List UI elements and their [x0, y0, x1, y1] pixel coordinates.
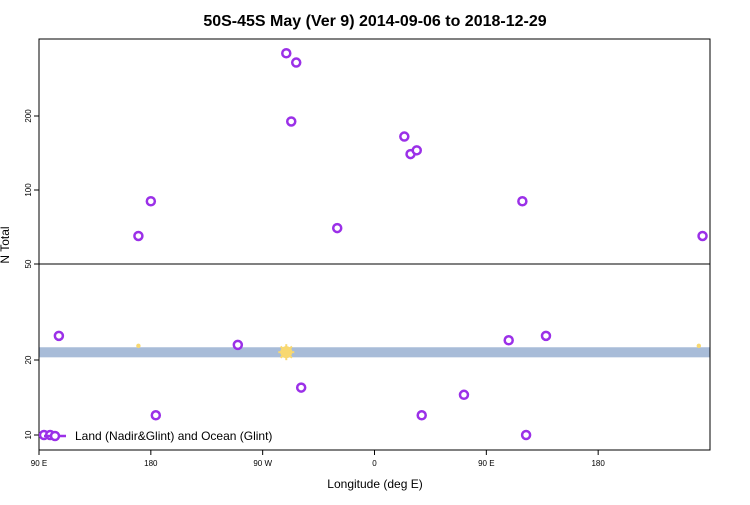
y-tick-label: 20 — [24, 355, 33, 364]
data-point — [503, 335, 514, 346]
data-point — [133, 230, 144, 242]
data-point — [520, 429, 532, 441]
shaded-band — [39, 347, 710, 358]
data-point — [150, 410, 162, 421]
data-point — [145, 195, 157, 207]
data-point — [399, 131, 410, 142]
y-tick-label: 200 — [24, 109, 33, 123]
data-point — [416, 410, 427, 421]
data-point — [285, 116, 297, 127]
highlight-point — [696, 343, 702, 349]
y-tick-label: 10 — [24, 430, 33, 439]
data-point — [295, 382, 307, 393]
y-tick-label: 50 — [24, 259, 33, 268]
chart-title: 50S-45S May (Ver 9) 2014-09-06 to 2018-1… — [203, 13, 546, 30]
data-point — [540, 330, 552, 342]
highlight-point — [136, 343, 141, 349]
y-tick-label: 100 — [24, 183, 33, 197]
x-tick-label: 90 E — [478, 459, 494, 468]
data-point — [331, 222, 343, 234]
upper-panel-frame — [38, 38, 711, 265]
data-point — [53, 330, 65, 342]
legend-label: Land (Nadir&Glint) and Ocean (Glint) — [75, 429, 272, 443]
x-tick-label: 180 — [144, 459, 158, 468]
data-point — [411, 145, 422, 156]
data-point — [281, 47, 292, 59]
data-point — [290, 57, 302, 68]
plot-area: 90 E 180 90 W 0 90 E 180 100 200 50 10 20 Land (Nad… — [24, 38, 711, 468]
data-point — [697, 230, 708, 242]
x-tick-label: 90 E — [31, 459, 47, 468]
data-point — [517, 195, 528, 207]
x-axis-label: Longitude (deg E) — [327, 477, 422, 491]
legend-marker — [49, 430, 61, 442]
data-point — [458, 389, 470, 401]
highlight-ray — [285, 345, 293, 353]
y-axis-label: N Total — [0, 226, 12, 263]
x-tick-label: 0 — [372, 459, 377, 468]
data-point — [232, 339, 244, 351]
x-tick-label: 90 W — [253, 459, 272, 468]
x-tick-label: 180 — [591, 459, 605, 468]
